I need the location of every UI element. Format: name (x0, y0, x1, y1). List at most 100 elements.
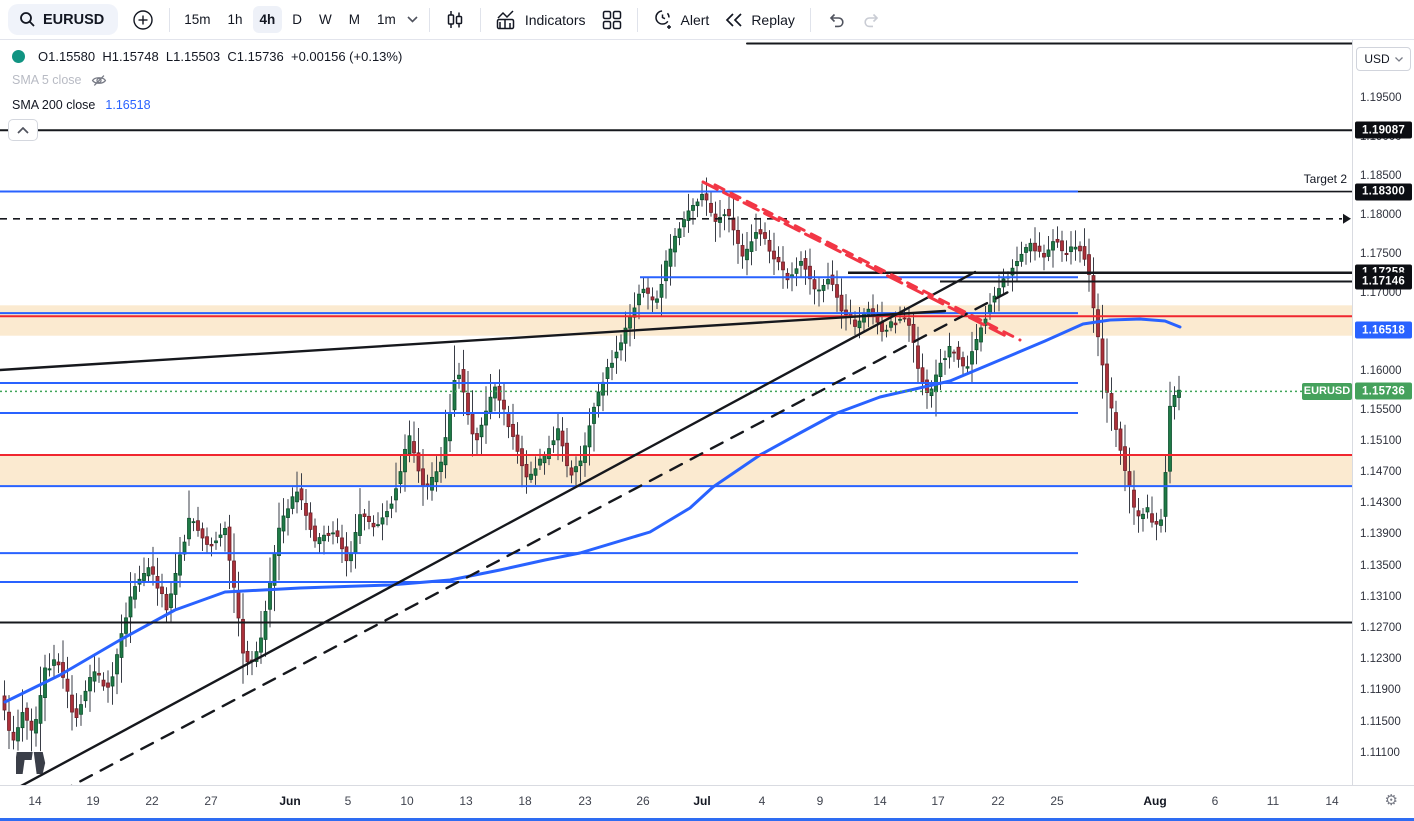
price-tick-1.15500: 1.15500 (1360, 403, 1402, 416)
time-label-13: 13 (459, 794, 473, 808)
time-label-17: 17 (931, 794, 945, 808)
tradingview-logo[interactable] (13, 750, 52, 781)
price-tick-1.12700: 1.12700 (1360, 621, 1402, 634)
time-label-Jul: Jul (693, 794, 711, 808)
price-label-1.17146: 1.17146 (1355, 272, 1412, 290)
timeframe-W[interactable]: W (319, 12, 332, 27)
price-tick-1.13900: 1.13900 (1360, 528, 1402, 541)
time-label-27: 27 (204, 794, 218, 808)
sma5-label: SMA 5 close (12, 73, 82, 87)
axis-settings-gear-icon[interactable]: ⚙ (1384, 792, 1398, 809)
time-label-23: 23 (578, 794, 592, 808)
time-label-10: 10 (400, 794, 414, 808)
currency-selector[interactable]: USD (1356, 47, 1411, 71)
price-tick-1.14700: 1.14700 (1360, 466, 1402, 479)
level-arrow-icon (1343, 213, 1351, 224)
time-label-Jun: Jun (279, 794, 301, 808)
eye-off-icon[interactable] (91, 73, 107, 88)
time-label-22: 22 (145, 794, 159, 808)
indicators-label: Indicators (524, 11, 586, 28)
search-icon (19, 11, 36, 28)
price-tick-1.13500: 1.13500 (1360, 559, 1402, 572)
trendline-1 (70, 288, 1014, 785)
price-tick-1.15100: 1.15100 (1360, 434, 1402, 447)
trendline-3 (701, 180, 1010, 339)
alert-button[interactable]: Alert (645, 4, 718, 35)
time-label-14: 14 (28, 794, 42, 808)
price-label-1.15736: 1.15736 (1355, 382, 1412, 400)
time-label-18: 18 (518, 794, 532, 808)
price-tick-1.11900: 1.11900 (1360, 684, 1401, 697)
replay-icon (725, 12, 744, 28)
alert-clock-icon (653, 9, 674, 30)
time-label-6: 6 (1211, 794, 1219, 808)
compare-add-button[interactable] (124, 4, 162, 36)
time-label-14: 14 (1325, 794, 1339, 808)
undo-icon (826, 10, 846, 30)
top-toolbar: EURUSD 15m 1h 4h D W M 1m (0, 0, 1414, 40)
sma200-label: SMA 200 close (12, 98, 96, 112)
timeframe-4h[interactable]: 4h (252, 6, 283, 33)
trendline-0 (20, 270, 977, 785)
price-tick-1.11500: 1.11500 (1360, 715, 1401, 728)
sma5-legend-row[interactable]: SMA 5 close (12, 71, 402, 89)
timeframe-15m[interactable]: 15m (184, 12, 211, 27)
timeframe-1h[interactable]: 1h (227, 12, 243, 27)
candles-icon (445, 10, 465, 30)
price-tick-1.13100: 1.13100 (1360, 590, 1402, 603)
price-tick-1.19500: 1.19500 (1360, 92, 1402, 104)
currency-label: USD (1364, 52, 1390, 66)
chevron-down-icon (1394, 56, 1403, 62)
sma200-line (3, 317, 1182, 704)
layout-grid-button[interactable] (594, 5, 630, 35)
time-label-9: 9 (816, 794, 824, 808)
time-label-Aug: Aug (1143, 794, 1167, 808)
toolbar-divider (169, 7, 171, 32)
indicators-button[interactable]: Indicators (488, 5, 594, 35)
price-tick-1.16000: 1.16000 (1360, 364, 1402, 377)
alert-label: Alert (680, 11, 710, 28)
undo-button[interactable] (818, 5, 854, 35)
bottom-accent-strip (0, 817, 1414, 821)
collapse-legend-button[interactable] (8, 119, 38, 141)
ohlc-row: O1.15580 H1.15748 L1.15503 C1.15736 +0.0… (12, 49, 402, 64)
indicators-icon (496, 9, 518, 30)
price-label-1.18300: 1.18300 (1355, 183, 1412, 201)
toolbar-divider (809, 7, 811, 32)
price-tick-1.18500: 1.18500 (1360, 169, 1402, 182)
trendline-4 (713, 183, 1022, 342)
chart-canvas[interactable] (0, 40, 1352, 785)
time-axis[interactable]: ⚙ 14 19 22 27 Jun 5 10 13 18 23 26 Jul 4 9 14 17 22 25 Aug… (0, 785, 1414, 818)
candlestick-series (2, 177, 1181, 752)
target2-annotation: Target 2 (1303, 172, 1347, 186)
chart-style-button[interactable] (437, 5, 473, 35)
symbol-name: EURUSD (43, 11, 105, 28)
timeframe-1m[interactable]: 1m (377, 12, 396, 27)
time-label-19: 19 (86, 794, 100, 808)
timeframe-M[interactable]: M (348, 12, 361, 27)
time-label-14: 14 (873, 794, 887, 808)
price-tick-1.11100: 1.11100 (1360, 746, 1400, 759)
replay-button[interactable]: Replay (717, 7, 803, 33)
ohlc-values: O1.15580 H1.15748 L1.15503 C1.15736 +0.0… (38, 49, 403, 64)
redo-icon (862, 10, 882, 30)
time-label-5: 5 (344, 794, 352, 808)
timeframe-group: 15m 1h 4h D W M 1m (177, 6, 403, 33)
symbol-search-button[interactable]: EURUSD (8, 4, 119, 35)
timeframe-D[interactable]: D (292, 12, 303, 27)
market-status-dot (12, 50, 25, 63)
current-price-symbol-tag: EURUSD (1302, 382, 1352, 400)
toolbar-divider (479, 7, 481, 32)
sma200-value: 1.16518 (105, 98, 151, 112)
chart-legend: O1.15580 H1.15748 L1.15503 C1.15736 +0.0… (12, 49, 402, 121)
price-axis[interactable]: USD 1.195001.190001.185001.180001.175001… (1352, 40, 1414, 785)
time-label-26: 26 (636, 794, 650, 808)
toolbar-divider (636, 7, 638, 32)
sma200-legend-row[interactable]: SMA 200 close 1.16518 (12, 96, 402, 114)
price-label-1.19087: 1.19087 (1355, 121, 1412, 139)
redo-button[interactable] (854, 5, 890, 35)
timeframe-menu-button[interactable] (403, 10, 422, 29)
time-label-11: 11 (1266, 794, 1280, 808)
time-label-4: 4 (758, 794, 766, 808)
